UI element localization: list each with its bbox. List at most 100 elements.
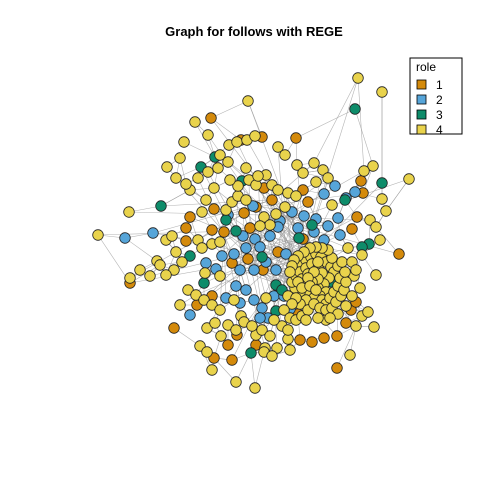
node-role-4: [358, 165, 370, 177]
node-role-1: [180, 222, 192, 234]
node-role-4: [180, 178, 192, 190]
node-role-4: [214, 236, 226, 248]
network-edge: [210, 117, 242, 141]
node-role-4: [192, 172, 204, 184]
node-role-1: [331, 330, 343, 342]
node-role-2: [298, 210, 310, 222]
network-edge: [357, 77, 365, 172]
node-role-2: [329, 180, 341, 192]
node-role-4: [200, 194, 212, 206]
node-role-2: [349, 186, 361, 198]
network-edge: [195, 269, 255, 296]
node-role-2: [264, 230, 276, 242]
node-role-2: [332, 212, 344, 224]
node-role-4: [249, 382, 261, 394]
node-role-4: [206, 364, 218, 376]
legend-swatch-4: [416, 124, 427, 135]
legend-label-1: 1: [436, 78, 443, 92]
node-role-4: [170, 172, 182, 184]
node-role-1: [306, 336, 318, 348]
node-role-4: [326, 199, 338, 211]
node-role-4: [279, 149, 291, 161]
node-role-4: [256, 324, 268, 336]
node-role-4: [160, 269, 172, 281]
node-role-4: [322, 172, 334, 184]
node-role-4: [202, 129, 214, 141]
network-edge: [250, 352, 256, 389]
node-role-4: [282, 324, 294, 336]
node-role-4: [312, 256, 324, 268]
node-role-4: [278, 304, 290, 316]
node-role-4: [380, 205, 392, 217]
node-role-2: [230, 280, 242, 292]
node-role-4: [230, 324, 242, 336]
node-role-4: [144, 270, 156, 282]
node-role-3: [339, 194, 351, 206]
node-role-3: [198, 277, 210, 289]
node-role-3: [256, 251, 268, 263]
node-role-4: [291, 159, 303, 171]
node-role-4: [350, 264, 362, 276]
node-role-4: [266, 350, 278, 362]
node-role-4: [370, 269, 382, 281]
node-layer: [92, 72, 415, 394]
node-role-4: [124, 272, 136, 284]
node-role-2: [318, 188, 330, 200]
node-role-2: [184, 309, 196, 321]
legend-swatch-1: [416, 79, 427, 90]
node-role-4: [176, 256, 188, 268]
node-role-4: [268, 314, 280, 326]
node-role-4: [376, 86, 388, 98]
node-role-4: [212, 162, 224, 174]
node-role-4: [214, 270, 226, 282]
network-edge: [277, 146, 287, 255]
node-role-4: [308, 157, 320, 169]
node-role-1: [180, 235, 192, 247]
node-role-4: [290, 190, 302, 202]
node-role-4: [240, 194, 252, 206]
node-role-4: [230, 376, 242, 388]
network-edge: [385, 178, 410, 212]
node-role-4: [264, 330, 276, 342]
node-role-4: [340, 276, 352, 288]
node-role-4: [252, 170, 264, 182]
network-edge: [336, 325, 357, 369]
node-role-3: [293, 232, 305, 244]
node-role-4: [356, 249, 368, 261]
node-role-1: [222, 339, 234, 351]
node-role-2: [270, 264, 282, 276]
node-role-4: [214, 149, 226, 161]
node-role-4: [370, 221, 382, 233]
node-role-2: [200, 257, 212, 269]
network-edge: [313, 77, 359, 164]
node-role-4: [123, 206, 135, 218]
node-role-2: [322, 220, 334, 232]
node-role-4: [214, 304, 226, 316]
node-role-4: [403, 173, 415, 185]
node-role-4: [279, 201, 291, 213]
node-role-4: [189, 116, 201, 128]
node-role-2: [240, 242, 252, 254]
node-role-4: [342, 242, 354, 254]
node-role-3: [230, 225, 242, 237]
node-role-4: [310, 284, 322, 296]
node-role-1: [302, 196, 314, 208]
node-role-1: [226, 354, 238, 366]
network-edge: [97, 234, 131, 284]
node-role-4: [340, 300, 352, 312]
node-role-2: [240, 284, 252, 296]
node-role-4: [154, 259, 166, 271]
node-role-2: [228, 248, 240, 260]
node-role-1: [208, 203, 220, 215]
node-role-4: [134, 264, 146, 276]
node-role-2: [234, 264, 246, 276]
node-role-2: [248, 294, 260, 306]
node-role-4: [92, 229, 104, 241]
network-edge: [309, 204, 333, 249]
node-role-4: [367, 160, 379, 172]
node-role-4: [362, 306, 374, 318]
node-role-4: [339, 266, 351, 278]
node-role-4: [264, 219, 276, 231]
node-role-1: [355, 175, 367, 187]
legend-title: role: [416, 60, 436, 74]
